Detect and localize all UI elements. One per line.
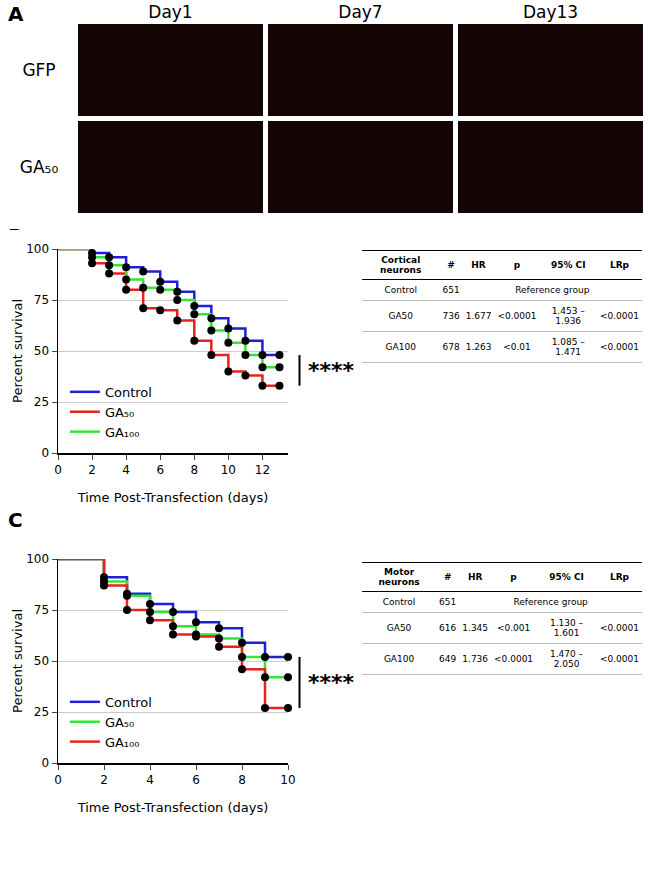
svg-text:4: 4 xyxy=(122,463,130,477)
html-text:616: 616 xyxy=(439,623,457,633)
html-text:1.470 – 2.050: 1.470 – 2.050 xyxy=(550,649,584,669)
svg-text:GA₁₀₀: GA₁₀₀ xyxy=(105,735,140,750)
html-text:<0.001: <0.001 xyxy=(496,623,531,633)
svg-text:12: 12 xyxy=(255,463,270,477)
svg-text:0: 0 xyxy=(54,773,62,787)
html-text:651: 651 xyxy=(439,597,457,607)
html-text:GFP: GFP xyxy=(22,60,56,80)
html-text:HR: HR xyxy=(471,260,486,270)
svg-text:2: 2 xyxy=(88,463,96,477)
html-text:651: 651 xyxy=(442,285,460,295)
svg-text:0: 0 xyxy=(41,446,49,460)
html-text:Day1: Day1 xyxy=(148,2,193,22)
html-text:<0.0001: <0.0001 xyxy=(599,342,639,352)
html-text:1.345: 1.345 xyxy=(462,623,489,633)
svg-text:GA₅₀: GA₅₀ xyxy=(105,715,134,730)
html-text:<0.0001: <0.0001 xyxy=(599,654,639,664)
svg-text:75: 75 xyxy=(34,293,49,307)
html-text:Day7: Day7 xyxy=(338,2,383,22)
svg-text:0: 0 xyxy=(41,756,49,770)
svg-text:Control: Control xyxy=(105,385,152,400)
html-text:LRp: LRp xyxy=(609,260,629,270)
svg-text:Control: Control xyxy=(105,695,152,710)
svg-text:Percent survival: Percent survival xyxy=(10,609,25,713)
html-text:GA100: GA100 xyxy=(385,342,416,352)
html-text:GA100: GA100 xyxy=(383,654,415,664)
svg-text:Time Post-Transfection (days): Time Post-Transfection (days) xyxy=(77,800,269,815)
html-text:<0.0001: <0.0001 xyxy=(599,623,639,633)
html-text:p: p xyxy=(510,572,517,582)
html-text:A: A xyxy=(8,2,24,26)
html-text:1.736: 1.736 xyxy=(462,654,489,664)
html-text:B: B xyxy=(8,224,24,248)
html-text:Reference group: Reference group xyxy=(513,597,588,607)
html-text:<0.0001: <0.0001 xyxy=(494,654,534,664)
svg-text:Percent survival: Percent survival xyxy=(10,299,25,403)
html-text:Cortical neurons: Cortical neurons xyxy=(380,255,422,275)
svg-text:100: 100 xyxy=(26,552,49,566)
html-text:Control: Control xyxy=(384,285,417,295)
svg-text:8: 8 xyxy=(190,463,198,477)
svg-text:****: **** xyxy=(308,670,355,695)
html-text:GA50: GA50 xyxy=(388,311,413,321)
html-text:678: 678 xyxy=(442,342,460,352)
svg-text:GA₅₀: GA₅₀ xyxy=(105,405,134,420)
html-text:1.085 – 1.471: 1.085 – 1.471 xyxy=(551,337,585,357)
svg-text:6: 6 xyxy=(156,463,164,477)
html-text:649: 649 xyxy=(439,654,457,664)
svg-text:75: 75 xyxy=(34,603,49,617)
html-text:<0.01: <0.01 xyxy=(503,342,531,352)
html-text:<0.0001: <0.0001 xyxy=(497,311,537,321)
svg-text:10: 10 xyxy=(221,463,236,477)
html-text:Day13: Day13 xyxy=(522,2,579,22)
html-text:1.453 – 1.936: 1.453 – 1.936 xyxy=(551,306,585,326)
svg-text:50: 50 xyxy=(34,344,49,358)
html-text:1.263: 1.263 xyxy=(465,342,492,352)
html-text:Motor neurons: Motor neurons xyxy=(378,567,420,587)
html-text:1.677: 1.677 xyxy=(465,311,492,321)
svg-text:Time Post-Transfection (days): Time Post-Transfection (days) xyxy=(77,490,269,505)
html-text:C: C xyxy=(8,508,23,532)
html-text:Control: Control xyxy=(382,597,416,607)
html-text:HR: HR xyxy=(467,572,483,582)
svg-text:****: **** xyxy=(308,358,355,383)
html-text:p: p xyxy=(513,260,521,270)
html-text:GA₅₀: GA₅₀ xyxy=(19,157,59,177)
html-text:95% CI: 95% CI xyxy=(549,572,584,582)
svg-text:100: 100 xyxy=(26,242,49,256)
svg-text:GA₁₀₀: GA₁₀₀ xyxy=(105,425,140,440)
svg-text:8: 8 xyxy=(238,773,246,787)
html-text:<0.0001: <0.0001 xyxy=(599,311,639,321)
svg-text:50: 50 xyxy=(34,654,49,668)
html-text:736: 736 xyxy=(442,311,460,321)
svg-text:6: 6 xyxy=(192,773,200,787)
svg-text:25: 25 xyxy=(34,705,49,719)
svg-text:4: 4 xyxy=(146,773,154,787)
svg-text:0: 0 xyxy=(54,463,62,477)
html-text:GA50: GA50 xyxy=(386,623,412,633)
html-text:LRp: LRp xyxy=(609,572,629,582)
svg-text:2: 2 xyxy=(100,773,108,787)
html-text:95% CI: 95% CI xyxy=(550,260,586,270)
svg-text:25: 25 xyxy=(34,395,49,409)
svg-text:10: 10 xyxy=(280,773,295,787)
html-text:Reference group: Reference group xyxy=(515,285,590,295)
html-text:1.130 – 1.601: 1.130 – 1.601 xyxy=(550,618,584,638)
